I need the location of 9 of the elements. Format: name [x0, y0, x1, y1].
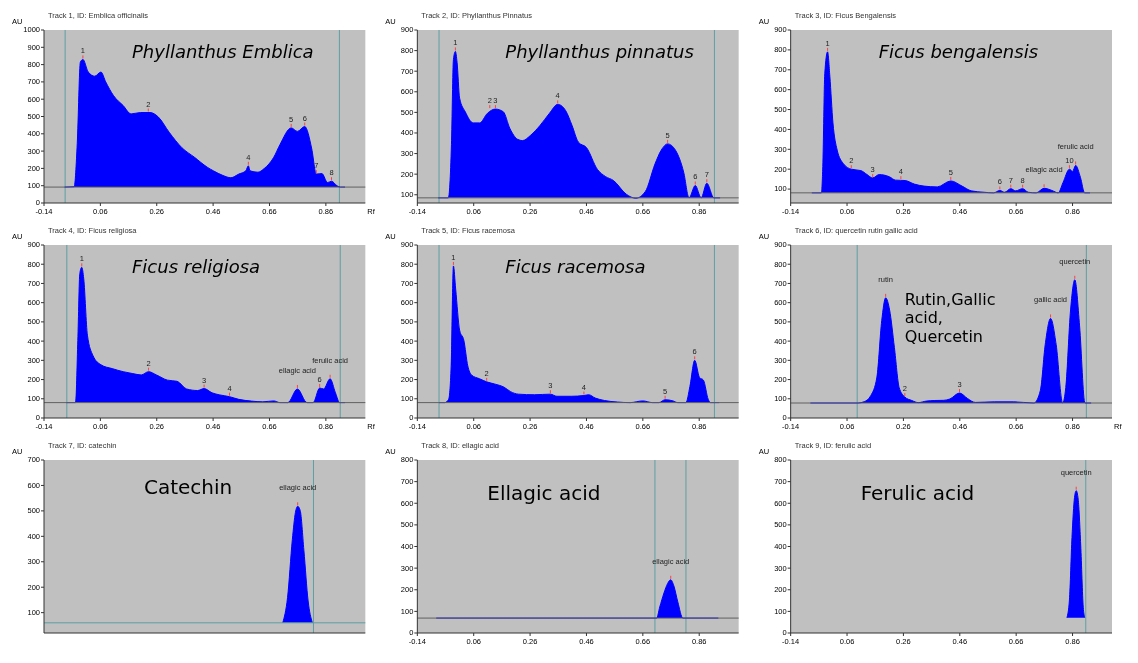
- annotation: Catechin: [144, 475, 233, 499]
- annotation: Ferulic acid: [860, 481, 975, 505]
- annotation: Phyllanthus pinnatus: [505, 41, 694, 62]
- annotation: Ficus racemosa: [505, 256, 646, 277]
- annotation: Rutin,Gallic acid, Quercetin: [904, 290, 996, 346]
- annotation: Ficus bengalensis: [878, 41, 1039, 62]
- annotation: Ficus religiosa: [132, 256, 261, 277]
- annotation: Ellagic acid: [487, 481, 601, 505]
- annotation: Phyllanthus Emblica: [132, 41, 314, 62]
